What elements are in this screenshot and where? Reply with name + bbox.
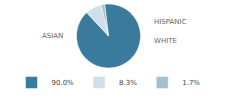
svg-text:HISPANIC: HISPANIC [154,18,187,26]
svg-text:1.7%: 1.7% [182,79,200,87]
svg-text:ASIAN: ASIAN [42,32,63,40]
svg-text:WHITE: WHITE [154,37,177,45]
svg-text:8.3%: 8.3% [119,79,137,87]
svg-text:90.0%: 90.0% [52,79,75,87]
